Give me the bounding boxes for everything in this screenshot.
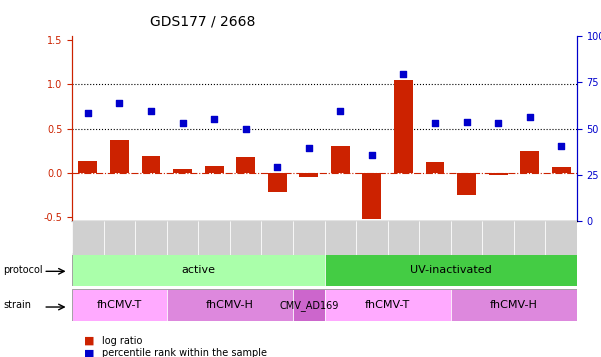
FancyBboxPatch shape (166, 289, 293, 321)
Point (178, 120, 188, 126)
FancyBboxPatch shape (198, 221, 230, 255)
Text: percentile rank within the sample: percentile rank within the sample (102, 348, 267, 357)
Text: ■: ■ (84, 348, 94, 357)
FancyBboxPatch shape (545, 221, 577, 255)
FancyBboxPatch shape (419, 221, 451, 255)
FancyBboxPatch shape (293, 289, 325, 321)
FancyBboxPatch shape (293, 221, 325, 255)
FancyBboxPatch shape (72, 253, 325, 286)
Bar (457, 173, 476, 195)
Point (557, 144, 566, 149)
Point (430, 120, 440, 126)
Text: fhCMV-H: fhCMV-H (490, 300, 538, 310)
Text: active: active (182, 265, 215, 275)
Bar (268, 173, 287, 192)
Bar (489, 173, 507, 175)
FancyBboxPatch shape (451, 221, 482, 255)
FancyBboxPatch shape (261, 221, 293, 255)
Bar (110, 140, 129, 173)
FancyBboxPatch shape (103, 221, 135, 255)
FancyBboxPatch shape (451, 289, 577, 321)
Bar (331, 146, 350, 173)
Point (209, 116, 219, 122)
FancyBboxPatch shape (230, 221, 261, 255)
FancyBboxPatch shape (72, 221, 103, 255)
Text: GDS177 / 2668: GDS177 / 2668 (150, 14, 255, 28)
Point (398, 71, 408, 76)
Text: fhCMV-T: fhCMV-T (97, 300, 142, 310)
FancyBboxPatch shape (72, 289, 166, 321)
Point (525, 114, 534, 120)
Point (335, 108, 345, 114)
Point (367, 152, 377, 158)
Text: log ratio: log ratio (102, 336, 142, 346)
Bar (78, 161, 97, 173)
FancyBboxPatch shape (325, 221, 356, 255)
Bar (426, 162, 444, 173)
Text: fhCMV-T: fhCMV-T (365, 300, 410, 310)
Point (272, 164, 282, 169)
FancyBboxPatch shape (166, 221, 198, 255)
Bar (520, 151, 539, 173)
Text: ■: ■ (84, 336, 94, 346)
FancyBboxPatch shape (325, 253, 577, 286)
Bar (173, 169, 192, 173)
Bar (299, 173, 318, 177)
Text: strain: strain (3, 300, 31, 310)
Bar (362, 173, 381, 219)
Bar (552, 166, 570, 173)
Bar (204, 166, 224, 173)
Bar (394, 80, 413, 173)
Text: CMV_AD169: CMV_AD169 (279, 300, 338, 311)
Point (304, 145, 314, 151)
Point (462, 120, 471, 125)
Text: UV-inactivated: UV-inactivated (410, 265, 492, 275)
Point (115, 100, 124, 106)
Bar (236, 157, 255, 173)
FancyBboxPatch shape (482, 221, 514, 255)
Point (493, 120, 503, 126)
Point (146, 108, 156, 114)
Text: protocol: protocol (3, 265, 43, 275)
Point (83, 110, 93, 115)
Text: fhCMV-H: fhCMV-H (206, 300, 254, 310)
FancyBboxPatch shape (514, 221, 545, 255)
Bar (141, 156, 160, 173)
FancyBboxPatch shape (325, 289, 451, 321)
FancyBboxPatch shape (135, 221, 166, 255)
FancyBboxPatch shape (388, 221, 419, 255)
Point (241, 126, 251, 131)
FancyBboxPatch shape (356, 221, 388, 255)
